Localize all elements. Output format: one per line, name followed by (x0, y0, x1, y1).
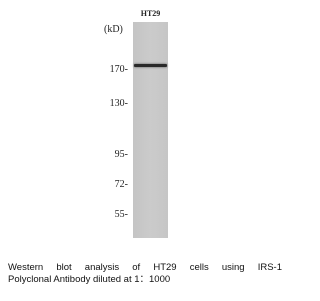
caption-line: Western blot analysis of HT29 cells usin… (8, 262, 282, 274)
gel-lane (133, 22, 168, 238)
page: {"blot": {"lane_label": "HT29", "unit": … (0, 0, 290, 301)
caption: Western blot analysis of HT29 cells usin… (8, 262, 282, 286)
marker-label: 95- (115, 149, 128, 160)
marker-label: 55- (115, 209, 128, 220)
unit-label: (kD) (104, 24, 123, 35)
protein-band (134, 64, 167, 67)
marker-label: 170- (110, 64, 128, 75)
marker-label: 72- (115, 179, 128, 190)
marker-label: 130- (110, 98, 128, 109)
lane-label: HT29 (133, 9, 168, 18)
caption-line: Polyclonal Antibody diluted at 1：1000 (8, 274, 282, 286)
